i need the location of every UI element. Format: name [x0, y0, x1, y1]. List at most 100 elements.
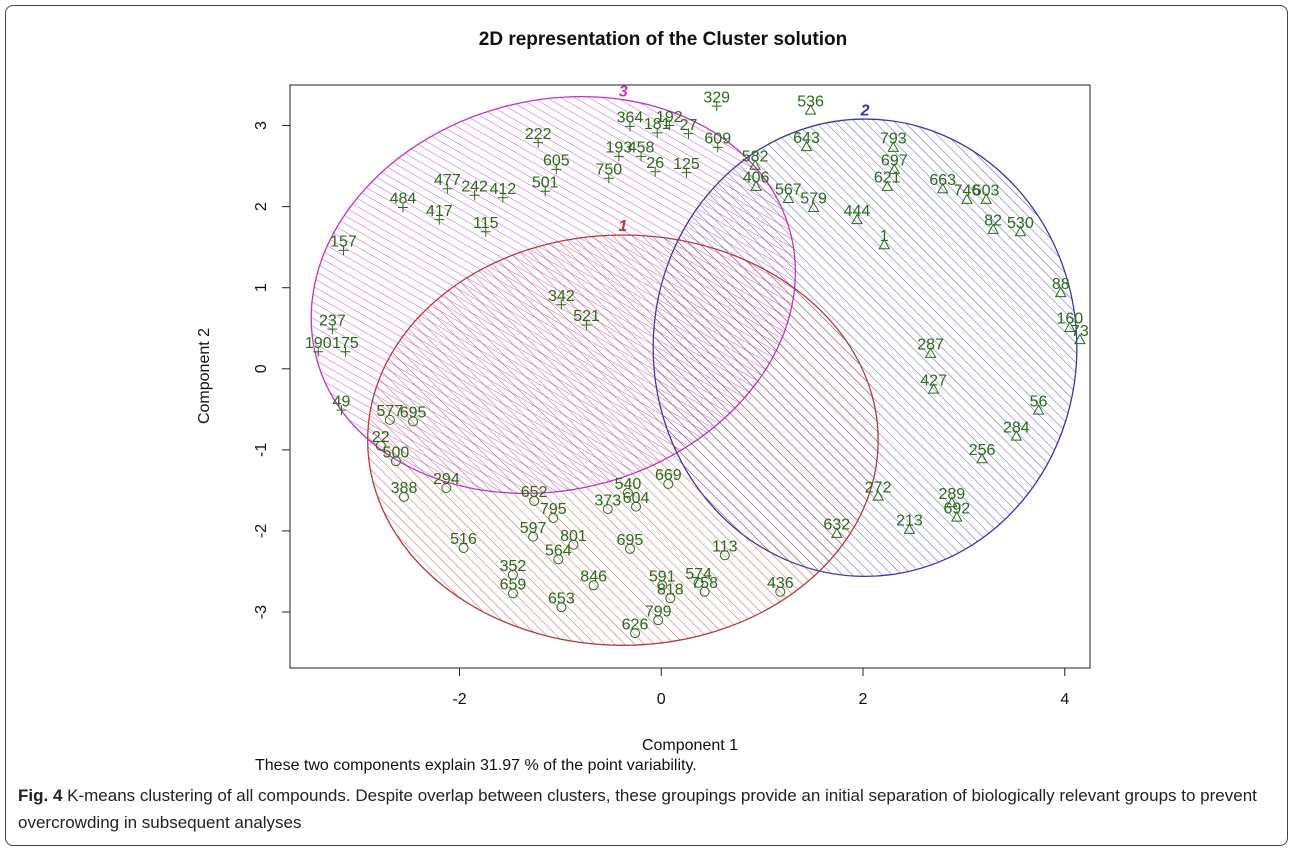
point-label: 846: [580, 569, 607, 586]
point-marker: [507, 569, 518, 580]
point-marker: [800, 140, 813, 152]
point-marker: [1074, 333, 1086, 345]
point-label: 190: [305, 335, 332, 352]
point-label: 536: [797, 93, 824, 110]
point-marker: [681, 167, 692, 178]
point-label: 621: [874, 170, 901, 187]
point-marker: [945, 496, 958, 508]
chart-title: 2D representation of the Cluster solutio…: [479, 29, 847, 50]
x-axis-label: Component 1: [642, 737, 738, 754]
point-marker: [636, 151, 647, 162]
x-tick-label: 2: [859, 691, 868, 708]
point-marker: [441, 482, 452, 493]
point-label: 364: [617, 110, 644, 127]
point-label: 125: [673, 156, 700, 173]
point-marker: [529, 495, 540, 506]
point-label: 521: [573, 308, 600, 325]
point-marker: [653, 615, 664, 626]
point-label: 256: [969, 442, 996, 459]
point-label: 484: [390, 191, 417, 208]
point-marker: [622, 487, 633, 498]
point-marker: [507, 588, 518, 599]
point-label: 342: [548, 288, 575, 305]
point-label: 591: [649, 569, 676, 586]
point-marker: [1014, 225, 1027, 237]
chart: 2D representation of the Cluster solutio…: [196, 29, 1091, 774]
point-marker: [390, 456, 401, 467]
point-marker: [397, 202, 408, 213]
point-marker: [458, 542, 469, 553]
point-label: 604: [623, 490, 650, 507]
cluster-label: 3: [619, 84, 628, 101]
point-marker: [568, 539, 579, 550]
point-marker: [408, 416, 419, 427]
point-marker: [830, 527, 843, 538]
figure-caption: Fig. 4 K-means clustering of all compoun…: [18, 782, 1280, 836]
point-label: 632: [823, 517, 850, 534]
point-marker: [976, 452, 988, 464]
point-marker: [602, 504, 613, 515]
point-marker: [987, 223, 1000, 234]
point-label: 157: [330, 234, 357, 251]
point-marker: [434, 214, 445, 225]
point-marker: [613, 151, 624, 162]
point-label: 652: [521, 484, 548, 501]
point-label: 22: [372, 429, 390, 446]
point-marker: [631, 501, 642, 512]
point-label: 73: [1071, 323, 1089, 340]
point-marker: [540, 186, 551, 197]
point-label: 412: [490, 181, 517, 198]
point-label: 577: [377, 403, 404, 420]
point-label: 516: [450, 531, 477, 548]
point-marker: [683, 128, 694, 139]
point-label: 242: [461, 178, 488, 195]
point-marker: [375, 440, 386, 451]
point-marker: [711, 101, 722, 112]
cluster-label: 2: [860, 102, 870, 119]
point-label: 695: [617, 532, 644, 549]
point-label: 272: [865, 479, 892, 496]
point-marker: [961, 193, 973, 204]
point-label: 758: [691, 575, 718, 592]
point-label: 564: [545, 543, 572, 560]
point-marker: [712, 142, 723, 153]
point-label: 643: [793, 130, 820, 147]
point-label: 49: [333, 393, 351, 410]
point-label: 82: [984, 213, 1002, 230]
figure-frame: [5, 5, 1288, 846]
point-marker: [903, 523, 916, 534]
point-marker: [719, 550, 730, 561]
cluster-ellipse: [367, 234, 879, 646]
point-marker: [581, 320, 592, 331]
point-marker: [750, 180, 762, 191]
point-marker: [1032, 404, 1045, 415]
x-tick-label: 4: [1060, 691, 1069, 708]
point-label: 56: [1030, 393, 1048, 410]
point-label: 697: [881, 153, 908, 170]
point-label: 597: [520, 520, 547, 537]
point-label: 609: [704, 131, 731, 148]
y-tick-label: 1: [253, 283, 270, 292]
plot-frame: [289, 84, 1091, 669]
point-marker: [603, 173, 614, 184]
point-label: 605: [543, 153, 570, 170]
point-marker: [851, 213, 863, 225]
point-label: 237: [319, 312, 346, 329]
point-marker: [872, 490, 884, 501]
point-label: 692: [943, 500, 970, 517]
point-label: 818: [657, 581, 684, 598]
point-marker: [782, 192, 795, 204]
point-label: 193: [606, 140, 633, 157]
point-marker: [652, 127, 663, 138]
point-label: 579: [800, 191, 827, 208]
point-marker: [528, 531, 539, 542]
y-tick-label: 3: [253, 121, 270, 130]
point-label: 181: [644, 116, 671, 133]
point-marker: [340, 346, 351, 357]
point-marker: [384, 414, 395, 425]
point-label: 436: [767, 575, 794, 592]
point-label: 88: [1052, 276, 1070, 293]
caption-label: Fig. 4: [18, 786, 63, 805]
point-label: 669: [655, 467, 682, 484]
point-label: 582: [742, 148, 769, 165]
